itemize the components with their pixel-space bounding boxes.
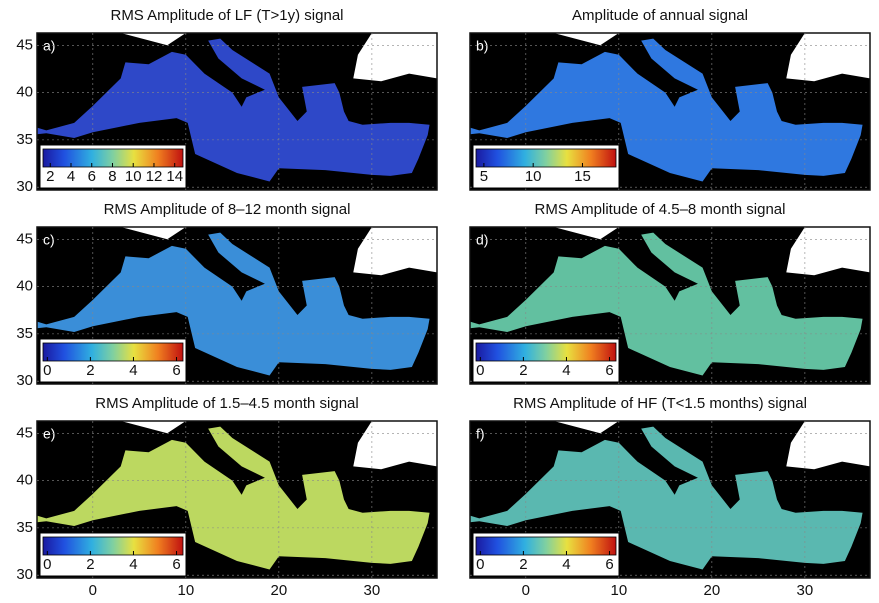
y-tick-label: 40 <box>16 278 33 295</box>
y-tick-label: 40 <box>16 84 33 101</box>
panel-title: RMS Amplitude of 1.5–4.5 month signal <box>95 395 358 412</box>
no-data-area <box>120 421 186 434</box>
colorbar-tick-label: 6 <box>605 556 613 573</box>
y-tick-label: 35 <box>16 519 33 536</box>
sea-area <box>470 426 863 570</box>
map-frame <box>36 32 438 191</box>
y-tick-label: 30 <box>16 566 33 583</box>
no-data-area <box>786 227 870 276</box>
x-tick-label: 10 <box>177 582 194 599</box>
y-tick-label: 40 <box>16 472 33 489</box>
x-tick-label: 20 <box>271 582 288 599</box>
panel-title: RMS Amplitude of LF (T>1y) signal <box>110 7 343 24</box>
no-data-area <box>353 421 437 470</box>
no-data-area <box>120 227 186 240</box>
no-data-area <box>353 33 437 82</box>
panel-label: f) <box>476 426 485 442</box>
colorbar-tick-label: 10 <box>125 168 142 185</box>
y-tick-label: 35 <box>16 131 33 148</box>
panel-label: c) <box>43 232 55 248</box>
panel-label: d) <box>476 232 488 248</box>
y-tick-label: 30 <box>16 372 33 389</box>
colorbar-tick-label: 4 <box>129 556 137 573</box>
colorbar <box>42 536 184 556</box>
colorbar-tick-label: 2 <box>46 168 54 185</box>
colorbar-tick-label: 2 <box>519 362 527 379</box>
panel-label: b) <box>476 38 488 54</box>
map-frame <box>469 226 871 385</box>
colorbar-tick-label: 6 <box>605 362 613 379</box>
colorbar-tick-label: 2 <box>519 556 527 573</box>
sea-area <box>37 38 430 182</box>
y-tick-label: 30 <box>16 178 33 195</box>
colorbar-tick-label: 6 <box>88 168 96 185</box>
colorbar-tick-label: 14 <box>166 168 183 185</box>
sea-area <box>37 232 430 376</box>
y-tick-label: 35 <box>16 325 33 342</box>
sea-area <box>470 38 863 182</box>
colorbar-tick-label: 4 <box>67 168 75 185</box>
colorbar-tick-label: 4 <box>562 362 570 379</box>
colorbar-tick-label: 12 <box>146 168 163 185</box>
colorbar-tick-label: 5 <box>480 168 488 185</box>
colorbar-tick-label: 0 <box>43 556 51 573</box>
x-tick-label: 0 <box>522 582 530 599</box>
panel-label: e) <box>43 426 55 442</box>
no-data-area <box>553 421 619 434</box>
no-data-area <box>553 227 619 240</box>
colorbar <box>475 536 617 556</box>
x-tick-label: 0 <box>89 582 97 599</box>
x-tick-label: 30 <box>797 582 814 599</box>
y-tick-label: 45 <box>16 36 33 53</box>
map-frame <box>469 32 871 191</box>
x-tick-label: 20 <box>704 582 721 599</box>
panel-title: RMS Amplitude of 4.5–8 month signal <box>535 201 786 218</box>
map-frame <box>469 420 871 579</box>
no-data-area <box>786 33 870 82</box>
colorbar-tick-label: 2 <box>86 362 94 379</box>
panel-title: RMS Amplitude of HF (T<1.5 months) signa… <box>513 395 807 412</box>
sea-area <box>470 232 863 376</box>
no-data-area <box>786 421 870 470</box>
x-tick-label: 10 <box>610 582 627 599</box>
no-data-area <box>353 227 437 276</box>
colorbar-tick-label: 0 <box>476 556 484 573</box>
colorbar <box>42 148 184 168</box>
colorbar-tick-label: 0 <box>43 362 51 379</box>
colorbar <box>475 148 617 168</box>
panel-label: a) <box>43 38 55 54</box>
x-tick-label: 30 <box>364 582 381 599</box>
colorbar-tick-label: 4 <box>562 556 570 573</box>
colorbar-tick-label: 4 <box>129 362 137 379</box>
colorbar-tick-label: 6 <box>172 362 180 379</box>
colorbar-tick-label: 6 <box>172 556 180 573</box>
colorbar-tick-label: 2 <box>86 556 94 573</box>
y-tick-label: 45 <box>16 230 33 247</box>
colorbar-tick-label: 15 <box>574 168 591 185</box>
sea-area <box>37 426 430 570</box>
panel-title: RMS Amplitude of 8–12 month signal <box>104 201 351 218</box>
colorbar <box>42 342 184 362</box>
no-data-area <box>120 33 186 46</box>
colorbar-tick-label: 8 <box>108 168 116 185</box>
map-frame <box>36 226 438 385</box>
colorbar-tick-label: 10 <box>525 168 542 185</box>
colorbar <box>475 342 617 362</box>
colorbar-tick-label: 0 <box>476 362 484 379</box>
no-data-area <box>553 33 619 46</box>
y-tick-label: 45 <box>16 424 33 441</box>
panel-title: Amplitude of annual signal <box>572 7 748 24</box>
map-frame <box>36 420 438 579</box>
